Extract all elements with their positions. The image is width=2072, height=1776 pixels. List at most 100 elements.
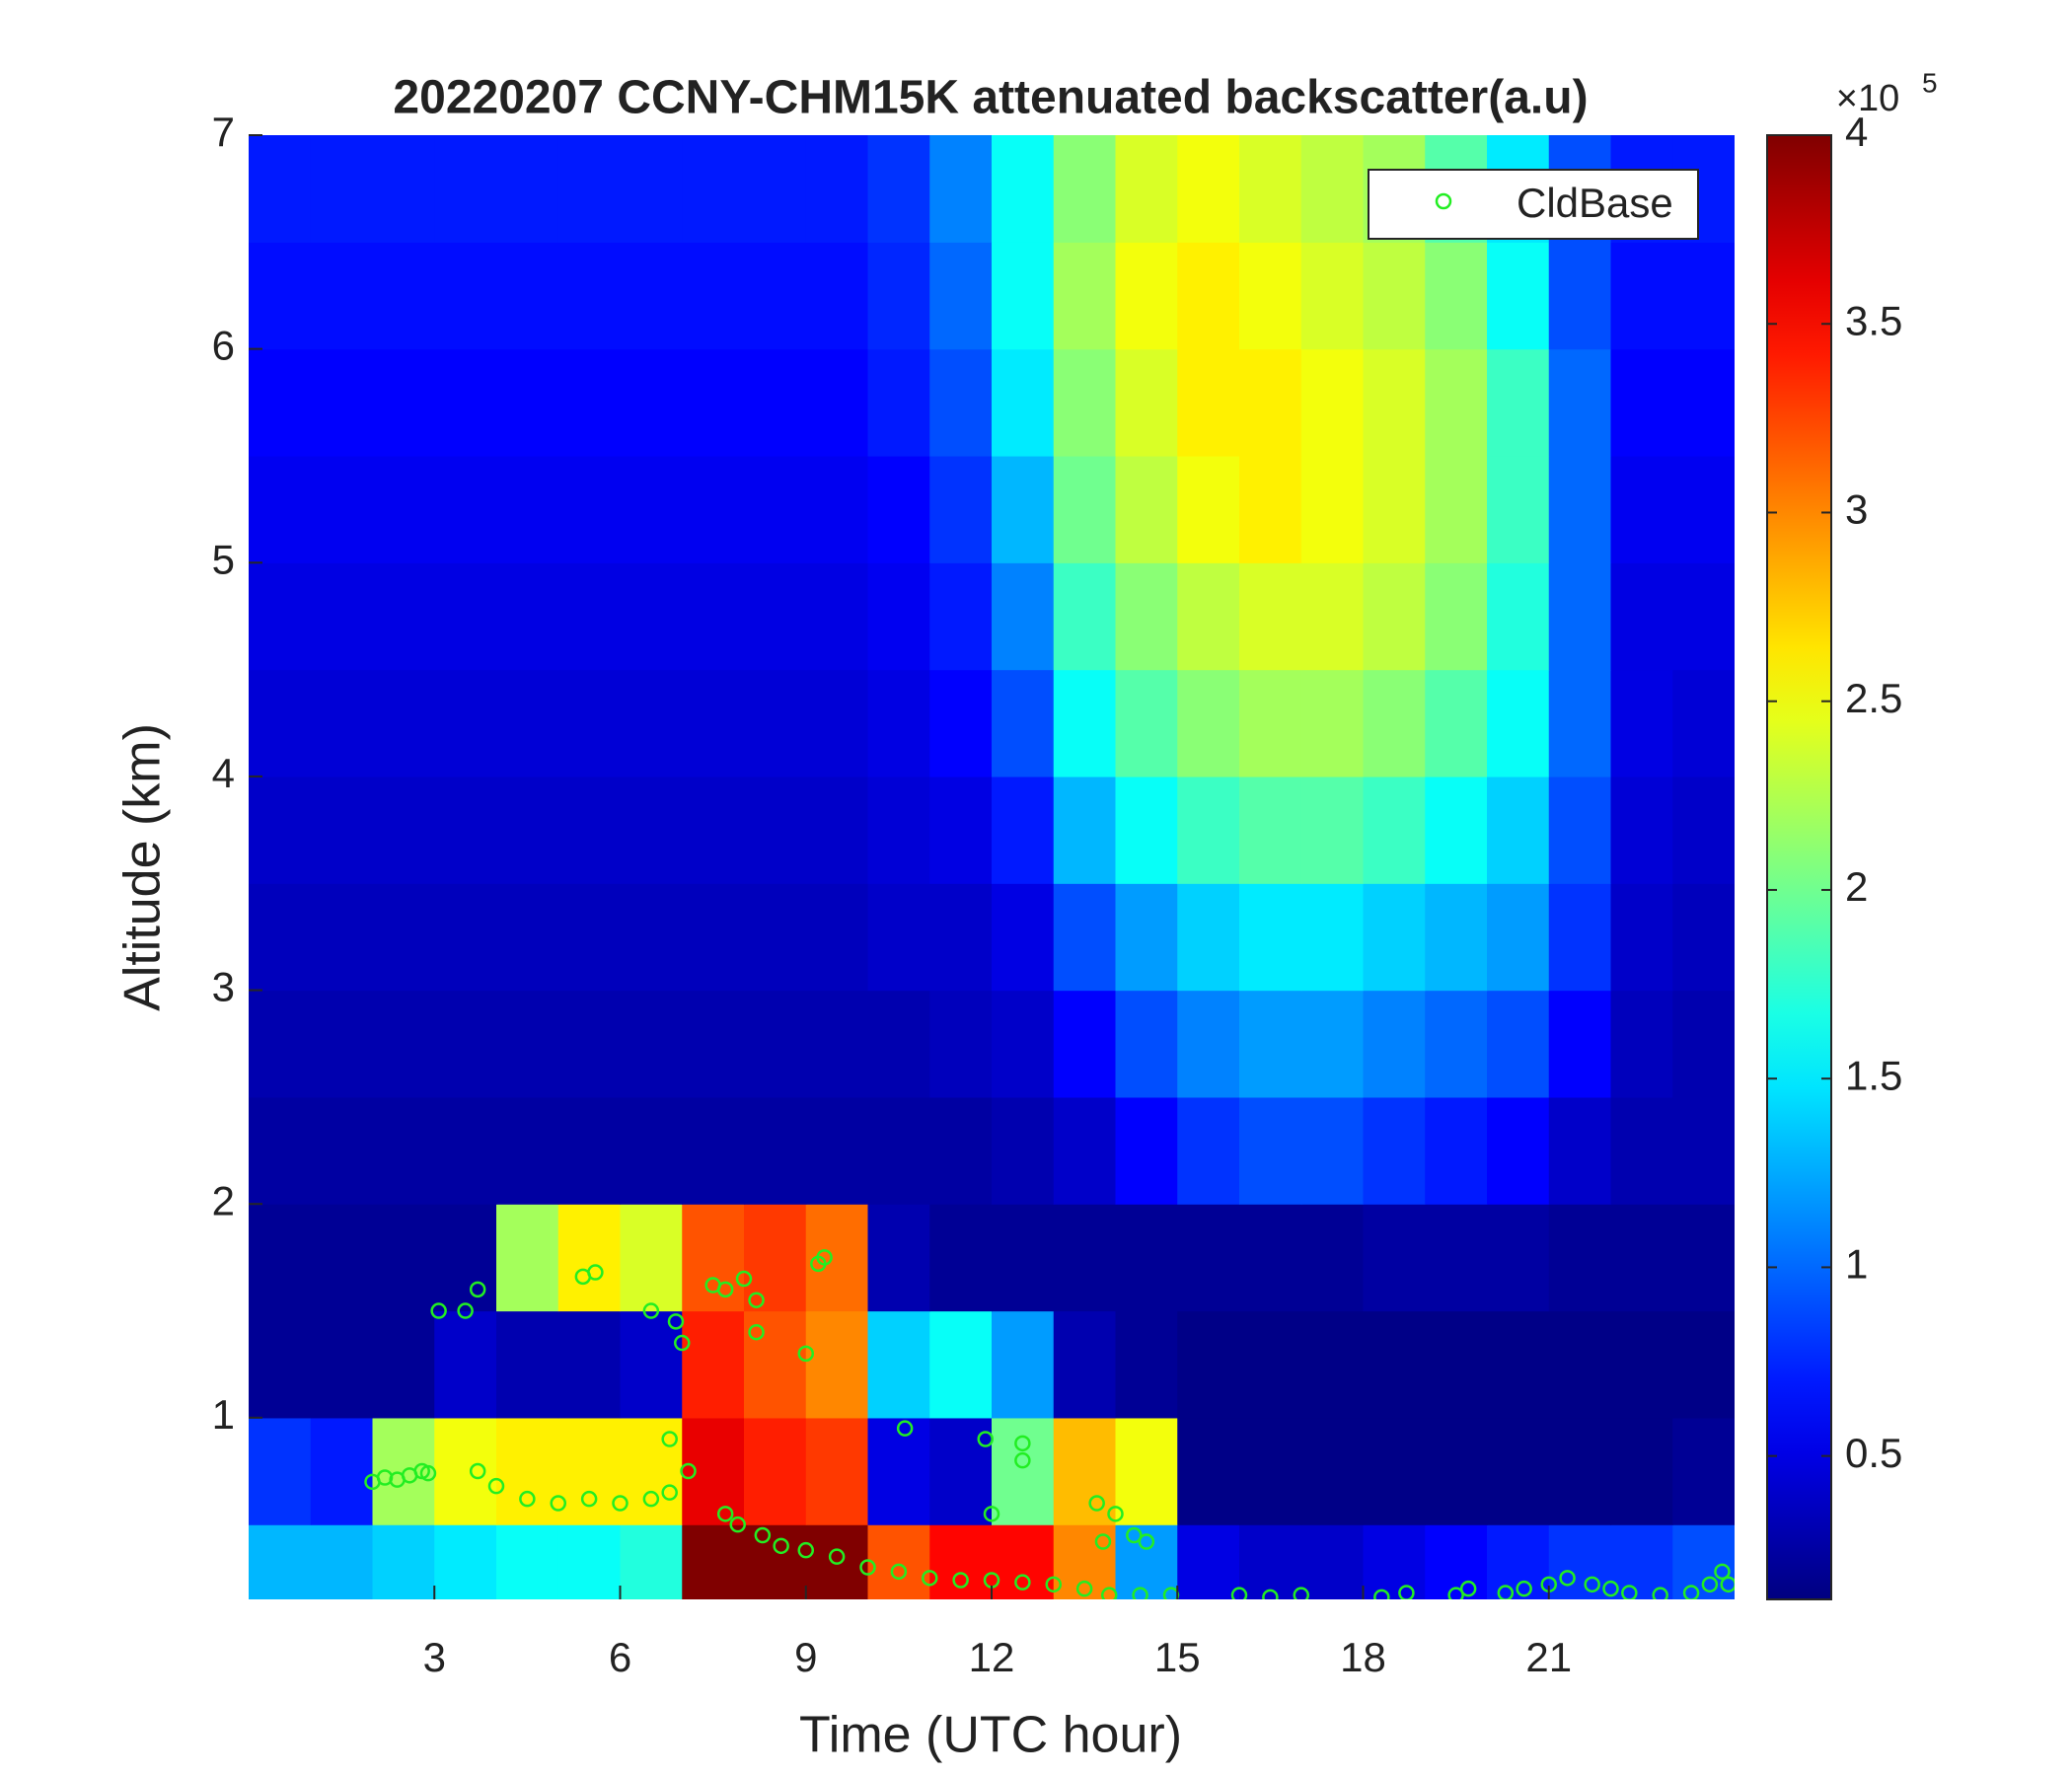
heatmap-cell (805, 135, 869, 243)
heatmap-cell (867, 1096, 930, 1205)
heatmap-cell (1053, 1096, 1117, 1205)
heatmap-cell (805, 242, 869, 350)
heatmap-cell (372, 1310, 435, 1419)
heatmap-cell (1177, 1204, 1240, 1312)
legend-marker (1435, 192, 1452, 210)
heatmap-cell (620, 669, 683, 777)
cloud-base-point (1262, 1589, 1279, 1599)
heatmap-cell (1672, 1096, 1735, 1205)
heatmap-cell (557, 562, 622, 671)
heatmap-cell (434, 1417, 497, 1525)
heatmap-cell (1610, 1524, 1673, 1599)
heatmap-cell (1610, 776, 1673, 884)
heatmap-cell (372, 883, 435, 992)
heatmap-cell (1239, 242, 1302, 350)
heatmap-cell (805, 348, 869, 457)
heatmap-cell (249, 1310, 312, 1419)
heatmap-cell (1548, 1417, 1612, 1525)
heatmap-cell (1115, 242, 1178, 350)
heatmap-cell (1363, 1310, 1426, 1419)
cloud-base-point (983, 1506, 1000, 1522)
heatmap-cell (1053, 669, 1117, 777)
cloud-base-point (674, 1334, 691, 1352)
x-tick-label: 12 (969, 1634, 1015, 1680)
cloud-base-point (1497, 1585, 1515, 1599)
heatmap-cell (1487, 669, 1550, 777)
heatmap-cell (992, 562, 1055, 671)
heatmap-cell (557, 1524, 622, 1599)
heatmap-cell (1548, 1096, 1612, 1205)
heatmap-cell (1239, 669, 1302, 777)
heatmap-cell (1672, 669, 1735, 777)
heatmap-cell (1610, 669, 1673, 777)
cloud-base-point (642, 1490, 660, 1508)
heatmap-cell (372, 242, 435, 350)
heatmap-cell (867, 776, 930, 884)
heatmap-cell (557, 669, 622, 777)
heatmap-cell (744, 1524, 807, 1599)
cloud-base-point (1682, 1585, 1700, 1599)
heatmap-cell (1053, 562, 1117, 671)
cloud-base-point (1126, 1526, 1143, 1544)
heatmap-cell (434, 990, 497, 1098)
heatmap-cell (1300, 562, 1365, 671)
x-tick-label: 15 (1154, 1634, 1201, 1680)
heatmap-cell (434, 1096, 497, 1205)
cloud-base-point (797, 1345, 814, 1363)
heatmap-cell (867, 562, 930, 671)
heatmap-cell (1425, 1524, 1488, 1599)
heatmap-cell (1548, 1524, 1612, 1599)
cloud-base-point (661, 1431, 678, 1447)
heatmap-cell (1548, 990, 1612, 1098)
heatmap-cell (1672, 1204, 1735, 1312)
heatmap-cell (310, 990, 374, 1098)
heatmap-cell (1425, 883, 1488, 992)
heatmap-cell (1425, 1096, 1488, 1205)
heatmap-cell (1239, 1417, 1302, 1525)
heatmap-cell (992, 348, 1055, 457)
heatmap-cell (1610, 1310, 1673, 1419)
heatmap-cell (372, 1204, 435, 1312)
colorbar-tick-label: 4 (1845, 109, 1868, 155)
heatmap-cell (1548, 1310, 1612, 1419)
heatmap-cell (557, 883, 622, 992)
heatmap-cell (1177, 990, 1240, 1098)
heatmap-cell (992, 1096, 1055, 1205)
heatmap-cell (310, 348, 374, 457)
heatmap-cell (805, 1096, 869, 1205)
heatmap-cell (682, 1204, 745, 1312)
heatmap-cell (929, 669, 993, 777)
cloud-base-point (1398, 1585, 1415, 1599)
heatmap-cell (682, 455, 745, 563)
heatmap-cell (1610, 348, 1673, 457)
heatmap-cell (310, 1096, 374, 1205)
legend-label: CldBase (1517, 180, 1673, 226)
cloud-base-point (922, 1570, 938, 1587)
heatmap-cell (1425, 776, 1488, 884)
cloud-base-point (430, 1302, 447, 1319)
heatmap-cell (434, 455, 497, 563)
heatmap-cell (1363, 1204, 1426, 1312)
heatmap-cell (249, 776, 312, 884)
heatmap-cell (1548, 562, 1612, 671)
heatmap-cell (1239, 455, 1302, 563)
heatmap-cell (372, 1524, 435, 1599)
heatmap-cell (744, 135, 807, 243)
heatmap-cell (1115, 776, 1178, 884)
heatmap-cell (1363, 348, 1426, 457)
heatmap-cell (496, 883, 559, 992)
heatmap-cell (1425, 1310, 1488, 1419)
cloud-base-point (797, 1541, 814, 1559)
heatmap-cell (1548, 348, 1612, 457)
cloud-base-point (469, 1462, 486, 1480)
cloud-base-point (487, 1477, 505, 1495)
cloud-base-point (754, 1526, 772, 1544)
heatmap-cell (249, 883, 312, 992)
heatmap-cell (1487, 776, 1550, 884)
heatmap-cell (682, 776, 745, 884)
heatmap-cell (310, 242, 374, 350)
cloud-base-point (612, 1495, 629, 1512)
cloud-base-point (1373, 1589, 1390, 1599)
heatmap-cell (929, 242, 993, 350)
